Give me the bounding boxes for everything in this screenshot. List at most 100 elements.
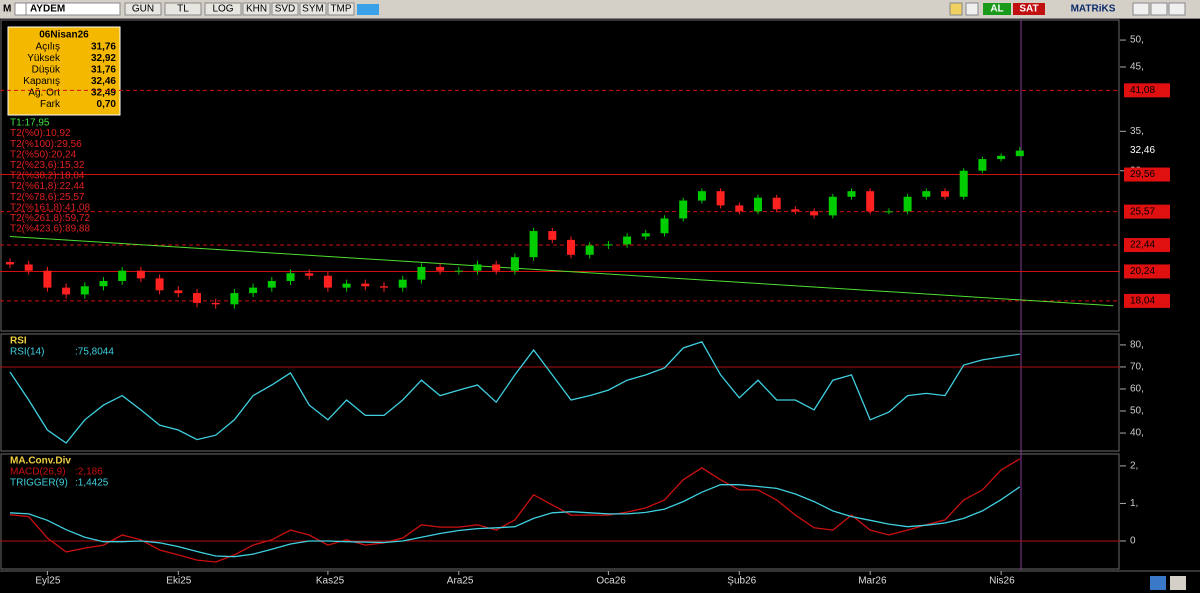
settings-button[interactable] <box>1170 576 1186 590</box>
info-value: 32,46 <box>91 76 116 87</box>
buy-label[interactable]: AL <box>990 4 1003 15</box>
info-label: Ağ. Ort <box>28 88 60 99</box>
y-tick-label: 50, <box>1130 406 1144 417</box>
x-tick-label: Nis26 <box>989 576 1015 587</box>
info-title: 06Nisan26 <box>39 30 89 41</box>
panel-title: MA.Conv.Div <box>10 456 71 467</box>
y-tick-label: 50, <box>1130 35 1144 46</box>
series-line <box>9 458 1021 563</box>
candle-body <box>641 233 650 237</box>
candle-body <box>754 197 762 212</box>
candle-body <box>80 286 89 295</box>
candle-body <box>380 286 388 288</box>
candle-body <box>997 155 1006 160</box>
legend-name: RSI(14) <box>10 347 44 358</box>
sell-button[interactable] <box>1013 3 1045 15</box>
candle-body <box>398 279 407 288</box>
candle-body <box>136 270 145 279</box>
info-label: Fark <box>40 99 61 110</box>
study-label: T2(%0):10,92 <box>10 128 71 139</box>
refresh-button[interactable] <box>965 2 979 16</box>
toolbar-button[interactable] <box>204 2 242 16</box>
toolbar-button-label[interactable]: TMP <box>330 4 351 15</box>
candle-body <box>679 200 688 219</box>
twitter-button[interactable] <box>357 4 379 15</box>
toolbar-button[interactable] <box>124 2 162 16</box>
study-label: T2(%50):20,24 <box>10 149 77 160</box>
candle-body <box>959 170 968 197</box>
candle-body <box>623 236 632 245</box>
sell-label[interactable]: SAT <box>1019 4 1038 15</box>
candle-body <box>1015 150 1024 157</box>
symbol-field[interactable] <box>25 2 121 16</box>
lightning-button[interactable] <box>949 2 963 16</box>
close-button[interactable] <box>1168 2 1186 16</box>
toolbar-button[interactable] <box>164 2 202 16</box>
x-tick-label: Eki25 <box>166 576 191 587</box>
candle-body <box>772 197 781 210</box>
toolbar-button-label[interactable]: GUN <box>132 4 154 15</box>
info-label: Kapanış <box>23 76 60 87</box>
series-line <box>9 484 1021 558</box>
level-box <box>1124 264 1170 279</box>
study-label: T2(%100):29,56 <box>10 139 82 150</box>
candle-body <box>884 211 893 213</box>
level-label: 22,44 <box>1130 240 1155 251</box>
candle-body <box>473 264 482 271</box>
rsi-panel <box>0 333 1120 452</box>
y-tick-label: 35, <box>1130 126 1144 137</box>
minimize-button[interactable] <box>1132 2 1150 16</box>
y-tick-label: 0 <box>1130 536 1136 547</box>
toolbar-button[interactable] <box>299 2 327 16</box>
level-label: 41,08 <box>1130 85 1155 96</box>
y-tick-label: 70, <box>1130 362 1144 373</box>
candle-body <box>211 302 220 305</box>
candle-body <box>323 275 332 288</box>
toolbar-button[interactable] <box>327 2 355 16</box>
candle-body <box>417 266 426 280</box>
legend-name: MACD(26,9) <box>10 467 66 478</box>
level-box <box>1124 238 1170 253</box>
toolbar-button-label[interactable]: SYM <box>302 4 324 15</box>
symbol-icon[interactable] <box>14 2 28 16</box>
candle-body <box>174 290 183 294</box>
info-box <box>7 26 121 116</box>
candle-body <box>118 270 127 281</box>
level-box <box>1124 167 1170 182</box>
logo: M <box>3 4 11 15</box>
info-value: 31,76 <box>91 42 116 53</box>
buy-button[interactable] <box>983 3 1011 15</box>
study-label: T2(%161,8):41,08 <box>10 202 90 213</box>
macd-panel <box>0 453 1120 570</box>
toolbar-button[interactable] <box>271 2 299 16</box>
symbol-name[interactable]: AYDEM <box>30 4 65 15</box>
candle-body <box>716 191 725 206</box>
last-price-label: 32,46 <box>1130 145 1155 156</box>
legend-value: :75,8044 <box>75 347 114 358</box>
toolbar-button-label[interactable]: TL <box>177 4 189 15</box>
level-label: 25,57 <box>1130 206 1155 217</box>
candle-body <box>510 257 519 271</box>
y-tick-label: 80, <box>1130 340 1144 351</box>
candle-body <box>230 293 239 305</box>
toolbar-button-label[interactable]: KHN <box>246 4 267 15</box>
legend-name: TRIGGER(9) <box>10 478 68 489</box>
sync-button[interactable] <box>1150 576 1166 590</box>
candle-body <box>548 231 557 240</box>
maximize-button[interactable] <box>1150 2 1168 16</box>
candle-body <box>43 270 52 288</box>
candle-body <box>567 239 575 255</box>
level-box <box>1124 293 1170 308</box>
x-tick-label: Mar26 <box>858 576 887 587</box>
candle-body <box>922 191 931 197</box>
toolbar-button-label[interactable]: SVD <box>275 4 296 15</box>
level-label: 18,04 <box>1130 296 1155 307</box>
toolbar-button-label[interactable]: LOG <box>212 4 233 15</box>
toolbar-button[interactable] <box>242 2 271 16</box>
candle-body <box>903 196 912 212</box>
candle-body <box>604 244 613 246</box>
candle-body <box>361 283 370 287</box>
candle-body <box>847 191 856 197</box>
